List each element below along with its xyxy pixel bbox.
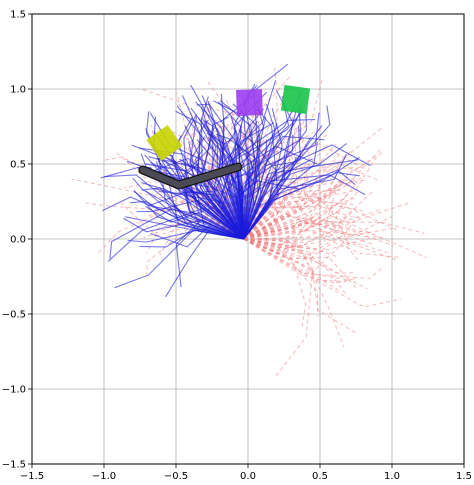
dashed-trajectory — [243, 205, 364, 240]
dashed-trajectory — [243, 130, 264, 240]
solid-trajectory — [145, 190, 244, 240]
dashed-trajectory — [243, 238, 357, 334]
solid-trajectory — [230, 115, 245, 240]
dashed-trajectory — [243, 126, 325, 240]
solid-trajectory — [218, 80, 277, 240]
dashed-trajectory — [243, 195, 357, 240]
solid-trajectory — [243, 144, 371, 240]
dashed-trajectory — [243, 238, 359, 284]
dashed-trajectory — [243, 148, 382, 240]
dashed-trajectory — [243, 180, 359, 240]
dashed-trajectory — [243, 238, 401, 308]
y-tick-label: −1.5 — [2, 460, 26, 471]
dashed-trajectory — [243, 235, 427, 259]
dashed-trajectory — [243, 217, 375, 246]
solid-trajectory — [203, 120, 245, 240]
dashed-trajectory — [243, 209, 380, 240]
solid-trajectory — [243, 116, 267, 240]
y-tick-label: −1.0 — [2, 385, 26, 396]
solid-trajectory — [215, 133, 255, 240]
solid-trajectory — [123, 217, 244, 240]
y-tick-label: 0.0 — [10, 235, 26, 246]
dashed-trajectory — [243, 238, 340, 258]
solid-trajectory — [243, 108, 283, 240]
solid-trajectory — [133, 189, 244, 240]
dashed-trajectory — [243, 201, 412, 244]
dashed-trajectory — [243, 229, 351, 261]
grid-lines — [31, 13, 465, 465]
y-tick-label: 1.5 — [10, 10, 26, 21]
solid-trajectory — [239, 129, 277, 240]
green-square — [280, 84, 311, 115]
solid-trajectory — [165, 230, 244, 298]
solid-trajectory — [150, 225, 244, 248]
dashed-trajectory — [243, 238, 345, 348]
dashed-trajectory — [243, 76, 290, 240]
y-tick-label: 1.0 — [10, 85, 26, 96]
solid-trajectory — [243, 168, 293, 240]
dashed-trajectory — [243, 238, 314, 377]
x-tick-label: 1.0 — [384, 471, 400, 482]
dashed-trajectory — [96, 200, 244, 255]
dashed-trajectory — [243, 238, 385, 280]
dashed-trajectory — [243, 167, 354, 240]
dashed-trajectory — [243, 98, 285, 240]
solid-trajectory — [226, 137, 246, 240]
solid-trajectory — [109, 207, 244, 259]
dashed-trajectory — [243, 238, 368, 290]
dashed-trajectory — [243, 218, 369, 240]
solid-trajectory — [243, 172, 360, 240]
x-tick-label: −0.5 — [164, 471, 188, 482]
yellow-square — [146, 124, 183, 162]
dashed-trajectory — [243, 214, 384, 245]
x-tick-label: 0.0 — [240, 471, 256, 482]
dashed-trajectory — [243, 216, 393, 276]
solid-trajectory — [157, 160, 245, 240]
dashed-trajectory — [243, 164, 338, 240]
x-tick-label: −1.0 — [92, 471, 116, 482]
x-tick-label: 0.5 — [312, 471, 328, 482]
dashed-trajectory — [243, 190, 360, 240]
dashed-trajectory — [243, 176, 365, 240]
axis-ticks: −1.5 −1.0 −0.5 0.0 0.5 1.0 1.5 1.5 1.0 0.5 0.0 −0.5… — [2, 10, 472, 483]
arm-links — [139, 163, 242, 189]
solid-trajectory — [243, 112, 320, 240]
dashed-trajectory — [224, 98, 245, 240]
dashed-trajectory — [179, 124, 270, 240]
x-tick-label: 1.5 — [456, 471, 472, 482]
x-tick-label: −1.5 — [20, 471, 44, 482]
y-tick-label: −0.5 — [2, 310, 26, 321]
dashed-trajectory — [243, 188, 337, 251]
solid-trajectory — [243, 105, 303, 240]
y-tick-label: 0.5 — [10, 160, 26, 171]
solid-trajectory — [140, 181, 244, 240]
dashed-trajectory — [243, 160, 326, 240]
dashed-trajectory — [243, 206, 398, 240]
dashed-trajectory — [243, 199, 355, 240]
target-squares — [146, 84, 311, 162]
dashed-trajectory — [243, 219, 356, 260]
solid-trajectory — [201, 117, 245, 240]
purple-square — [236, 89, 263, 116]
solid-trajectory — [190, 107, 245, 240]
solid-trajectory — [200, 127, 245, 240]
solid-trajectory — [190, 84, 245, 240]
dashed-trajectory — [243, 205, 336, 259]
solid-trajectory — [145, 205, 245, 240]
dashed-trajectory — [243, 238, 341, 292]
solid-trajectory-series — [100, 63, 371, 298]
solid-trajectory — [243, 174, 366, 240]
dashed-trajectory — [243, 197, 346, 255]
dashed-trajectory — [243, 238, 351, 281]
robot-arm — [138, 162, 243, 190]
dashed-trajectory — [169, 177, 245, 240]
